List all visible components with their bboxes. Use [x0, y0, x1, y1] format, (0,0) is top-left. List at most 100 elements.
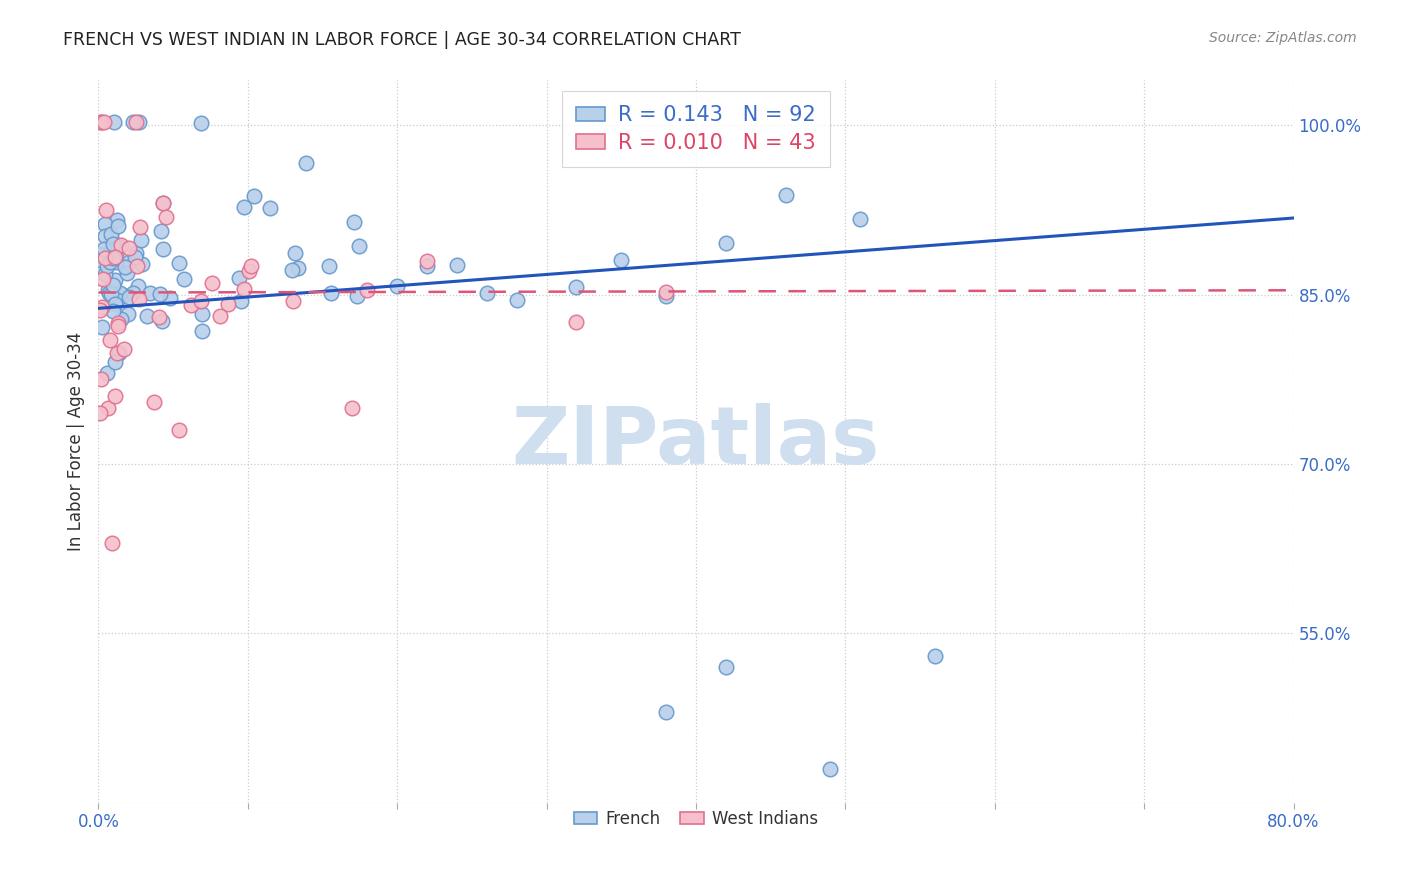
Point: [714, 660, 737, 674]
Point: [89, 247, 111, 261]
Point: [190, 116, 212, 130]
Point: [101, 237, 124, 252]
Point: [173, 271, 195, 285]
Point: [94, 229, 117, 244]
Point: [238, 263, 260, 277]
Point: [89, 253, 111, 268]
Point: [121, 286, 143, 301]
Point: [318, 260, 340, 274]
Point: [103, 304, 125, 318]
Point: [655, 706, 678, 720]
Point: [167, 423, 190, 437]
Point: [191, 307, 214, 321]
Point: [96, 367, 118, 381]
Point: [155, 210, 177, 224]
Point: [110, 238, 132, 252]
Point: [565, 280, 588, 294]
Point: [90, 115, 112, 129]
Point: [475, 285, 498, 300]
Point: [108, 286, 131, 301]
Text: ZIPatlas: ZIPatlas: [512, 402, 880, 481]
Point: [136, 309, 159, 323]
Point: [104, 273, 127, 287]
Point: [610, 253, 633, 268]
Point: [104, 251, 127, 265]
Point: [416, 254, 439, 268]
Point: [101, 536, 124, 550]
Point: [107, 219, 129, 234]
Point: [115, 266, 138, 280]
Point: [117, 290, 139, 304]
Point: [281, 293, 304, 308]
Point: [356, 283, 378, 297]
Point: [446, 259, 468, 273]
Point: [233, 282, 256, 296]
Point: [103, 115, 125, 129]
Point: [107, 239, 129, 253]
Point: [89, 303, 111, 318]
Point: [124, 250, 146, 264]
Point: [100, 287, 122, 301]
Point: [100, 244, 122, 258]
Point: [110, 312, 132, 326]
Point: [180, 298, 202, 312]
Point: [849, 212, 872, 227]
Point: [101, 251, 124, 265]
Point: [93, 115, 115, 129]
Point: [346, 288, 368, 302]
Point: [104, 296, 127, 310]
Text: FRENCH VS WEST INDIAN IN LABOR FORCE | AGE 30-34 CORRELATION CHART: FRENCH VS WEST INDIAN IN LABOR FORCE | A…: [63, 31, 741, 49]
Point: [201, 277, 224, 291]
Point: [100, 227, 122, 241]
Point: [89, 406, 111, 420]
Point: [127, 279, 149, 293]
Point: [150, 224, 173, 238]
Point: [112, 287, 135, 301]
Point: [191, 324, 214, 338]
Point: [820, 762, 842, 776]
Point: [104, 254, 127, 268]
Point: [101, 278, 124, 293]
Point: [347, 239, 370, 253]
Point: [97, 283, 120, 297]
Point: [104, 250, 127, 264]
Point: [385, 278, 409, 293]
Point: [159, 291, 181, 305]
Point: [107, 318, 129, 333]
Point: [131, 257, 153, 271]
Text: Source: ZipAtlas.com: Source: ZipAtlas.com: [1209, 31, 1357, 45]
Point: [128, 115, 150, 129]
Point: [217, 297, 239, 311]
Point: [127, 259, 149, 273]
Point: [190, 293, 212, 308]
Point: [149, 287, 172, 301]
Point: [231, 293, 253, 308]
Point: [152, 195, 174, 210]
Point: [114, 260, 136, 274]
Point: [91, 319, 114, 334]
Point: [152, 195, 174, 210]
Point: [98, 333, 121, 347]
Point: [343, 214, 366, 228]
Point: [100, 231, 122, 245]
Point: [128, 292, 150, 306]
Point: [284, 246, 307, 260]
Point: [105, 244, 128, 258]
Point: [775, 188, 797, 202]
Point: [104, 355, 127, 369]
Point: [280, 262, 302, 277]
Point: [143, 395, 166, 409]
Point: [319, 285, 342, 300]
Point: [103, 389, 125, 403]
Point: [108, 346, 131, 360]
Point: [259, 202, 281, 216]
Point: [93, 271, 115, 285]
Point: [117, 308, 139, 322]
Point: [228, 270, 250, 285]
Point: [655, 289, 678, 303]
Point: [242, 189, 264, 203]
Point: [287, 261, 309, 276]
Point: [97, 401, 120, 415]
Point: [97, 285, 120, 300]
Point: [924, 648, 946, 663]
